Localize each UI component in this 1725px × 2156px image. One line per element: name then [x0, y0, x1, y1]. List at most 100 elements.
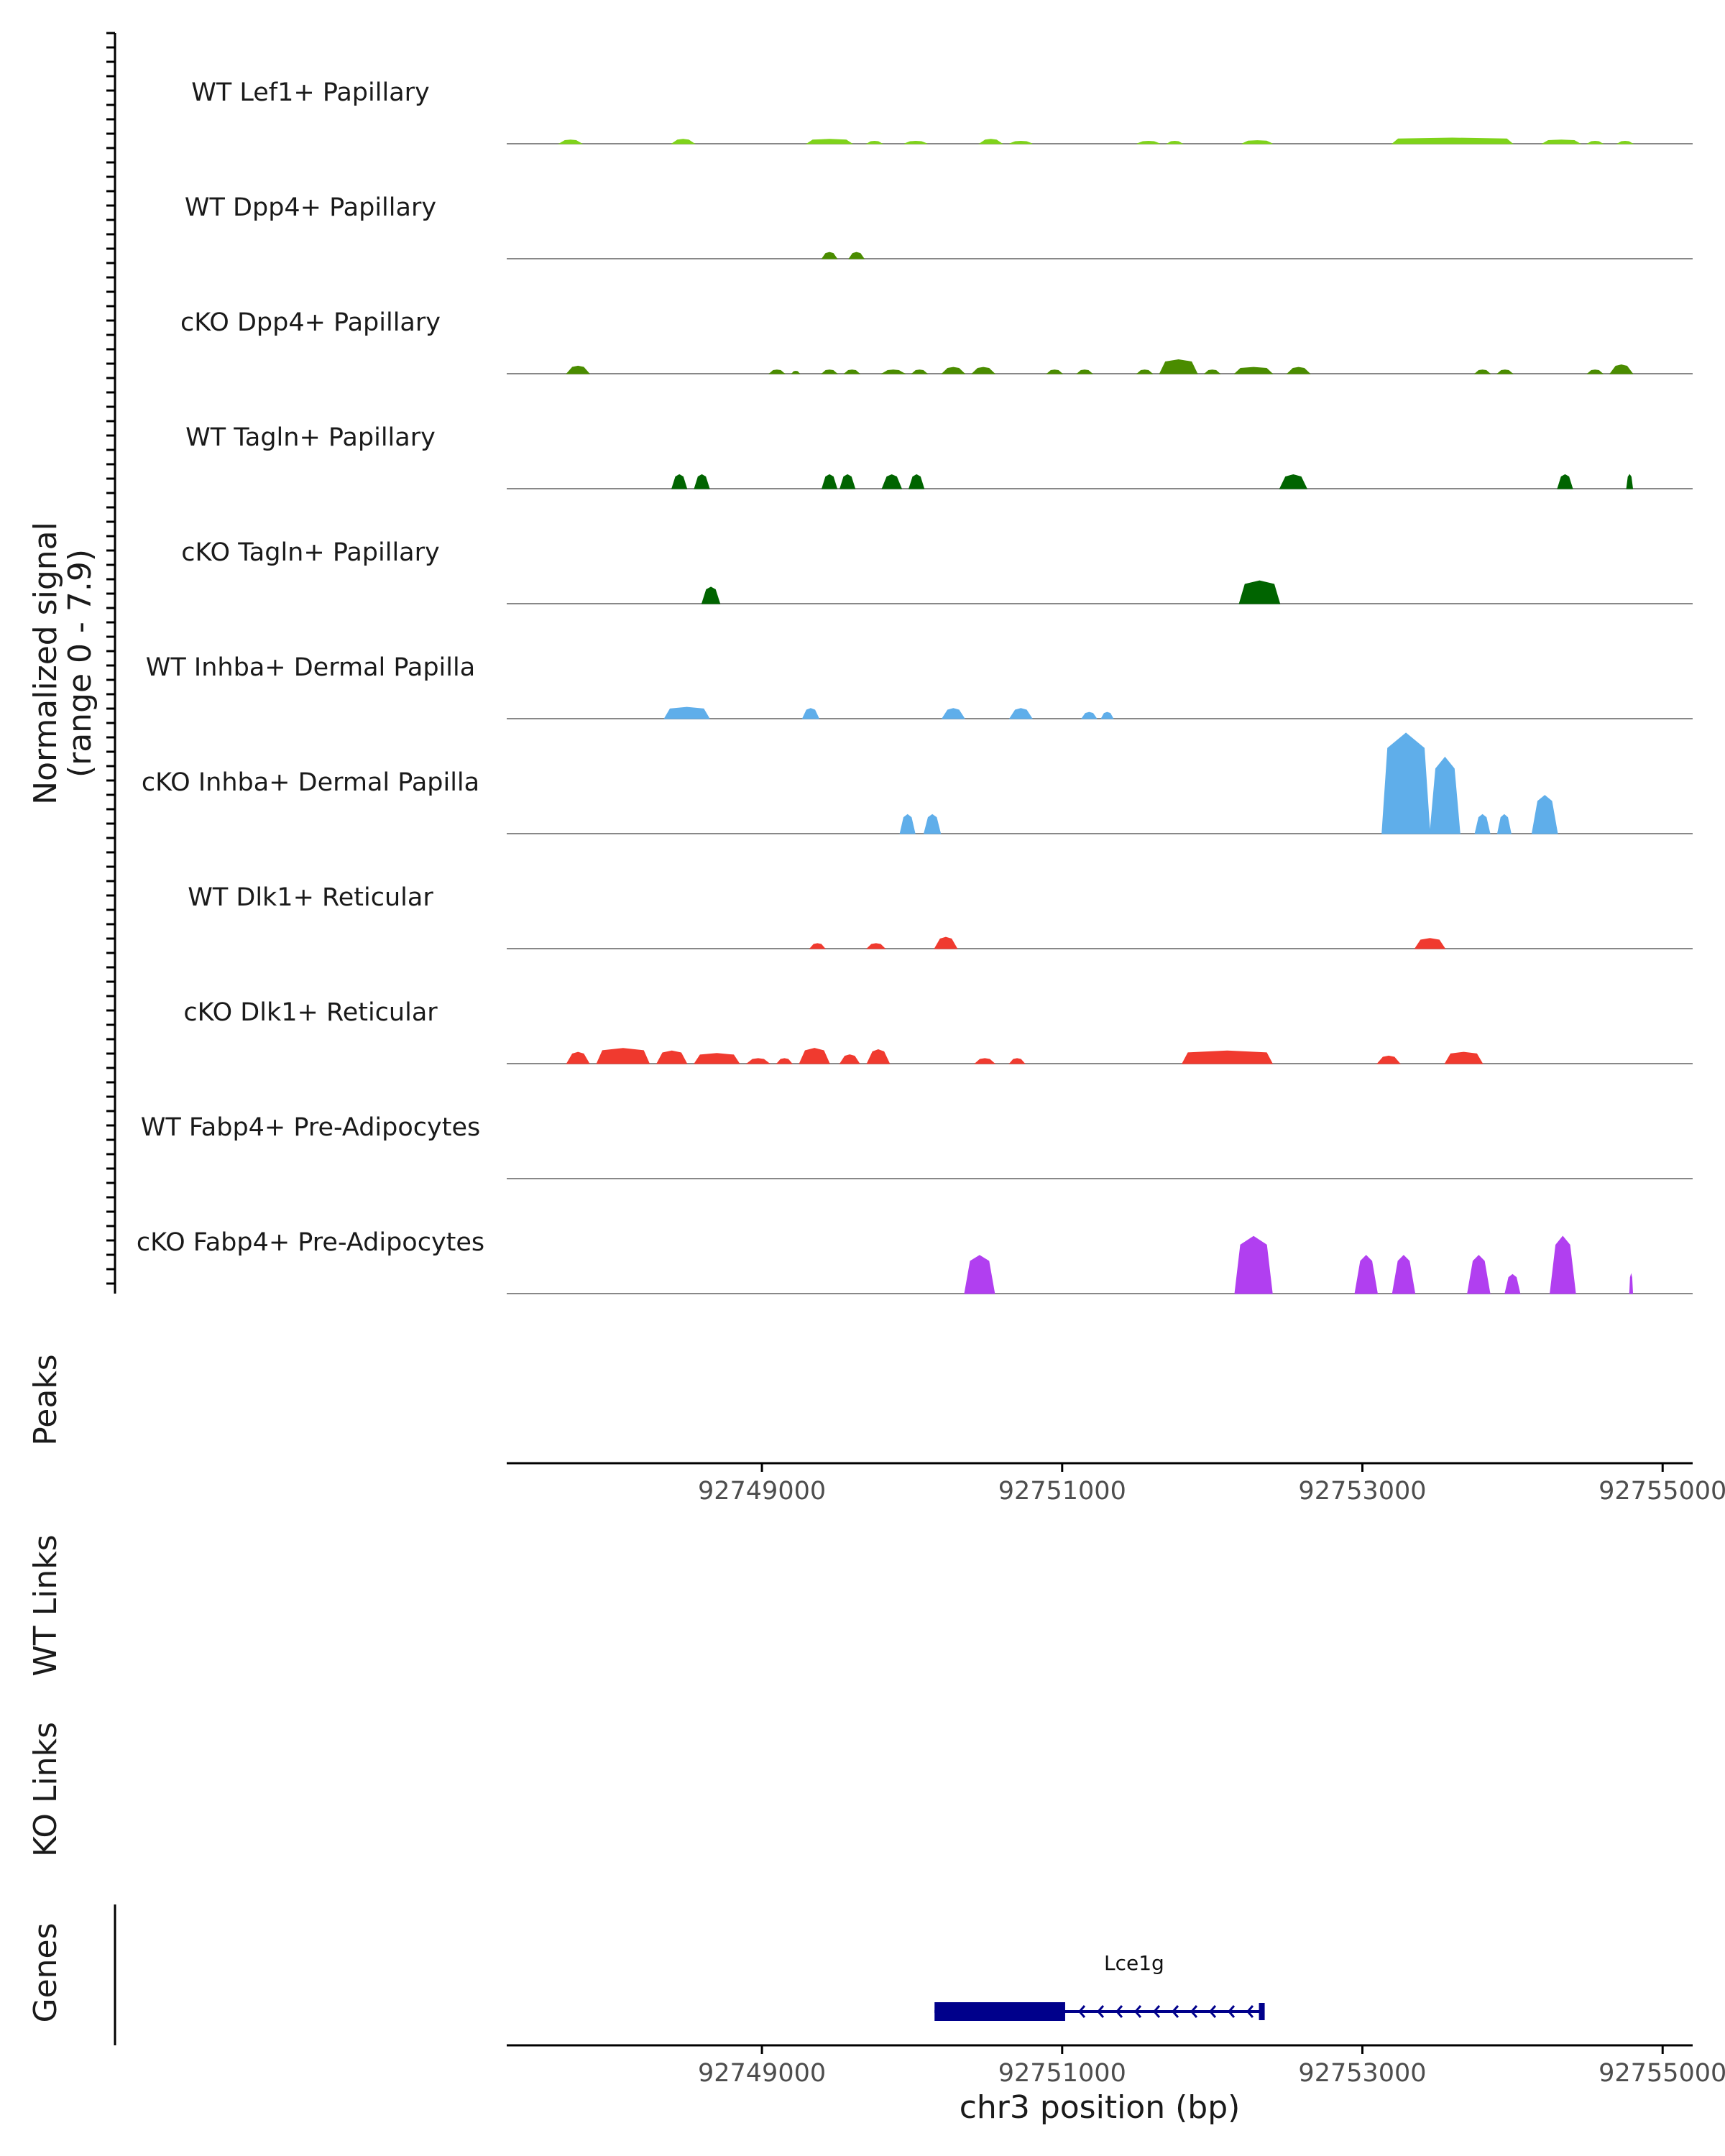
x-axis-upper-ticks: 92749000 92751000 92753000 92755000: [698, 1463, 1725, 1506]
strand-arrow: [1246, 2005, 1254, 2018]
coverage-peak: [799, 1048, 830, 1064]
coverage-peak: [1137, 140, 1160, 144]
coverage-peak: [978, 139, 1003, 144]
track-10: cKO Fabp4+ Pre-Adipocytes: [137, 1228, 1693, 1294]
coverage-peak: [1203, 369, 1221, 374]
coverage-peak: [821, 369, 838, 374]
coverage-peak: [866, 1049, 891, 1064]
coverage-peak: [566, 365, 591, 374]
coverage-peak: [1626, 474, 1634, 489]
coverage-peak: [671, 139, 696, 144]
strand-arrow: [1133, 2005, 1142, 2018]
coverage-peak: [1391, 137, 1514, 144]
strand-arrow: [1227, 2005, 1236, 2018]
gene-end-cap: [1259, 2003, 1265, 2020]
track-8: cKO Dlk1+ Reticular: [183, 998, 1693, 1064]
coverage-peak: [821, 252, 838, 259]
coverage-peak: [1166, 140, 1184, 144]
coverage-peak: [663, 706, 710, 719]
coverage-peak: [923, 814, 942, 834]
strand-arrow: [1115, 2005, 1123, 2018]
coverage-peak: [1376, 1055, 1401, 1064]
coverage-peak: [1136, 369, 1154, 374]
strand-arrow: [1208, 2005, 1217, 2018]
coverage-peak: [1100, 711, 1114, 719]
signal-axis-label: Normalized signal: [27, 522, 64, 805]
coverage-peak: [880, 369, 906, 374]
coverage-peak: [1009, 140, 1033, 144]
track-0: WT Lef1+ Papillary: [191, 78, 1693, 144]
coverage-peak: [1616, 140, 1634, 144]
coverage-peak: [1046, 369, 1064, 374]
gene-track: Lce1g: [934, 1951, 1265, 2021]
signal-axis-range-label: (range 0 - 7.9): [62, 549, 98, 778]
genes-label: Genes: [27, 1922, 64, 2022]
x-tick-label: 92751000: [998, 1477, 1126, 1506]
gene-name-label: Lce1g: [1104, 1951, 1164, 1975]
x-tick-label: 92753000: [1298, 1477, 1426, 1506]
x-tick-label: 92749000: [698, 2059, 826, 2088]
strand-arrow: [1152, 2005, 1161, 2018]
track-label: cKO Fabp4+ Pre-Adipocytes: [137, 1228, 484, 1257]
track-label: cKO Inhba+ Dermal Papilla: [142, 768, 479, 797]
coverage-peak: [1008, 708, 1033, 719]
coverage-peak: [1238, 580, 1281, 604]
x-tick-label: 92751000: [998, 2059, 1126, 2088]
coverage-peak: [971, 367, 996, 374]
coverage-peak: [899, 814, 916, 834]
coverage-peak: [809, 943, 826, 949]
coverage-peak: [843, 369, 861, 374]
coverage-peak: [866, 943, 886, 949]
x-tick-label: 92755000: [1598, 1477, 1725, 1506]
coverage-tracks: WT Lef1+ Papillary WT Dpp4+ Papillary cKO …: [137, 78, 1693, 1294]
coverage-peak: [1496, 814, 1512, 834]
coverage-peak: [934, 936, 958, 949]
track-7: WT Dlk1+ Reticular: [188, 883, 1693, 949]
coverage-peak: [1467, 1255, 1491, 1294]
x-tick-label: 92749000: [698, 1477, 826, 1506]
coverage-peak: [1234, 1235, 1273, 1294]
signal-axis-ticks: [106, 32, 115, 1285]
coverage-peak: [1392, 1255, 1416, 1294]
coverage-peak: [964, 1255, 995, 1294]
coverage-peak: [839, 1054, 860, 1064]
coverage-peak: [1629, 1273, 1634, 1294]
wt-links-label: WT Links: [27, 1534, 64, 1676]
ko-links-label: KO Links: [27, 1722, 64, 1857]
coverage-peak: [1008, 1058, 1026, 1064]
coverage-peak: [911, 369, 929, 374]
coverage-peak: [1504, 1273, 1521, 1294]
strand-arrow: [1190, 2005, 1198, 2018]
track-label: WT Dpp4+ Papillary: [185, 193, 436, 222]
coverage-peak: [941, 367, 966, 374]
strand-arrow: [1096, 2005, 1105, 2018]
coverage-peak: [1076, 369, 1093, 374]
coverage-peak: [1080, 711, 1098, 719]
coverage-peak: [1414, 938, 1446, 949]
track-3: WT Tagln+ Papillary: [185, 423, 1693, 489]
strand-arrow: [1077, 2005, 1086, 2018]
coverage-peak: [1279, 474, 1307, 489]
coverage-peak: [1159, 359, 1198, 374]
coverage-peak: [908, 474, 925, 489]
track-label: WT Dlk1+ Reticular: [188, 883, 433, 912]
coverage-peak: [1550, 1235, 1576, 1294]
coverage-peak: [1541, 139, 1582, 144]
coverage-peak: [596, 1048, 650, 1064]
coverage-peak: [1182, 1050, 1274, 1064]
coverage-peak: [941, 708, 965, 719]
track-label: WT Tagln+ Papillary: [185, 423, 436, 452]
coverage-peak: [865, 140, 884, 144]
track-label: cKO Tagln+ Papillary: [181, 538, 440, 567]
coverage-peak: [1242, 140, 1273, 144]
x-axis-label: chr3 position (bp): [960, 2089, 1241, 2126]
coverage-peak: [1429, 756, 1460, 834]
coverage-peak: [776, 1058, 793, 1064]
gene-exon-block: [934, 2002, 1065, 2021]
coverage-peak: [558, 139, 584, 144]
track-label: WT Fabp4+ Pre-Adipocytes: [141, 1113, 480, 1142]
coverage-peak: [840, 474, 856, 489]
coverage-peak: [1557, 474, 1573, 489]
coverage-peak: [881, 474, 903, 489]
